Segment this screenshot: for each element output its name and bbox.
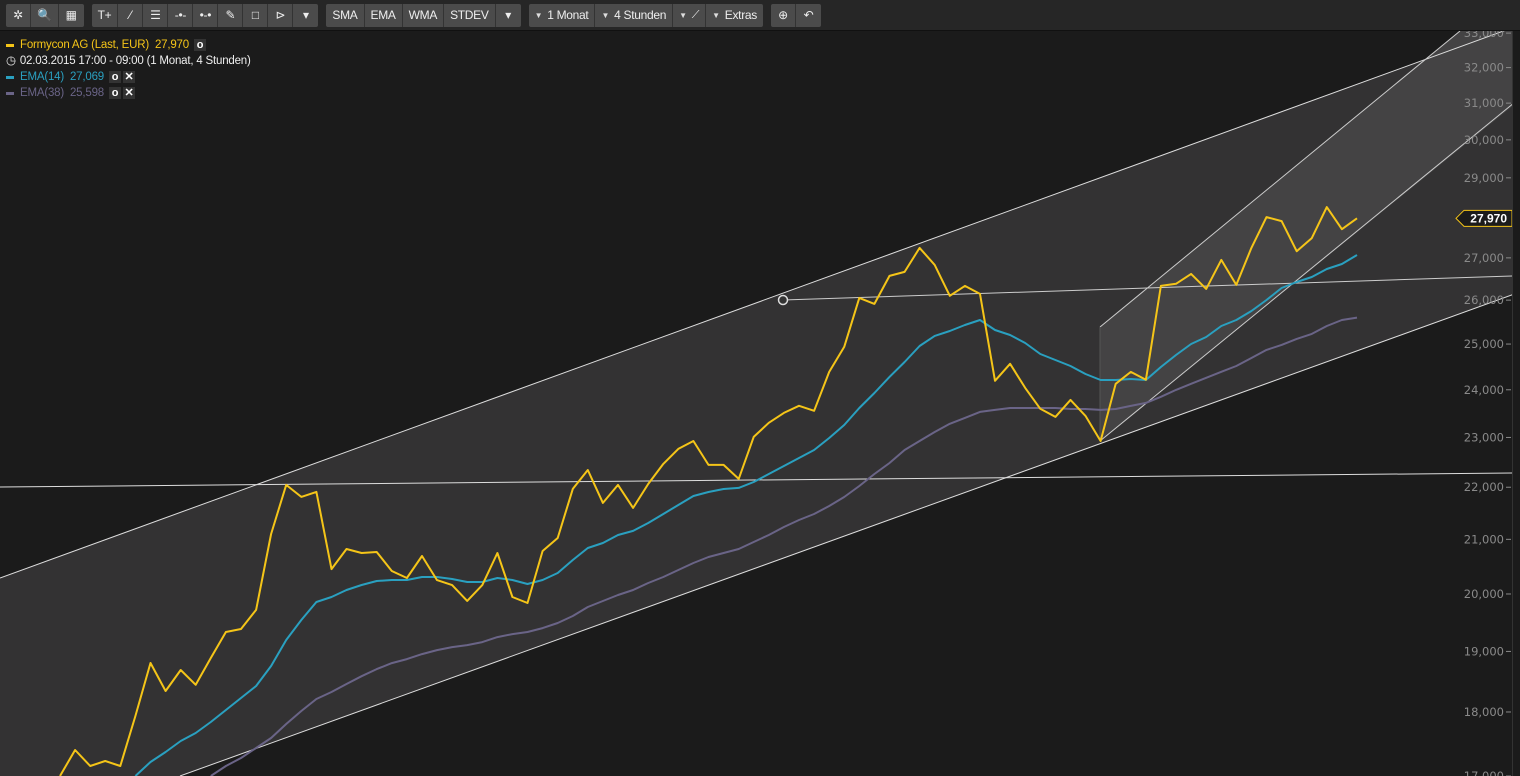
undo-icon: ↶ <box>803 8 814 22</box>
close-icon[interactable]: ✕ <box>122 71 135 83</box>
horizontal-resistance-line[interactable] <box>782 275 1513 301</box>
y-tick-label: 19,000 <box>1464 644 1504 658</box>
ema38-label: EMA(38) <box>20 87 64 99</box>
instrument-value: 27,970 <box>154 39 189 51</box>
legend-instrument: Formycon AG (Last, EUR) 27,970 o <box>6 37 251 53</box>
settings-icon[interactable]: ✲ <box>6 3 31 27</box>
y-tick-label: 32,000 <box>1464 61 1504 75</box>
y-tick-label: 23,000 <box>1464 430 1504 444</box>
chart-series <box>59 206 1358 776</box>
drawing-handle[interactable] <box>777 294 789 306</box>
period-dropdown[interactable]: ▼ 1 Monat <box>529 3 596 27</box>
y-tick-label: 18,000 <box>1464 705 1504 719</box>
line-tool-icon[interactable]: ⁄ <box>118 3 144 27</box>
y-tick-label: 22,000 <box>1464 480 1504 494</box>
ema38-swatch <box>6 91 14 95</box>
zoom-in-button[interactable]: ⊕ <box>771 3 796 27</box>
dropdown-icon[interactable]: ▾ <box>303 8 309 22</box>
zoom-in-icon: ⊕ <box>778 8 788 22</box>
indicator-wma-button[interactable]: WMA <box>403 3 445 27</box>
y-tick-label: 17,000 <box>1464 769 1504 776</box>
chevron-down-icon: ▼ <box>601 10 610 20</box>
instrument-name: Formycon AG (Last, EUR) <box>20 39 149 51</box>
last-price-label: 27,970 <box>1470 211 1507 225</box>
chart-legend: Formycon AG (Last, EUR) 27,970 o ◷ 02.03.… <box>6 37 251 101</box>
series-line-formycon-ag-last-eur- <box>59 206 1358 776</box>
segment-icon[interactable]: •-• <box>193 3 219 27</box>
clock-icon: ◷ <box>6 55 16 67</box>
settings-circle-icon[interactable]: o <box>108 71 121 83</box>
interval-label: 4 Stunden <box>614 8 667 22</box>
y-tick-label: 30,000 <box>1464 133 1504 147</box>
series-line-ema-38- <box>210 316 1358 776</box>
y-tick-label: 20,000 <box>1464 587 1504 601</box>
pencil-icon[interactable]: ✎ <box>218 3 244 27</box>
legend-ema38: EMA(38) 25,598 o ✕ <box>6 85 251 101</box>
indicator-dropdown-button[interactable]: ▾ <box>505 8 511 22</box>
settings-circle-icon[interactable]: o <box>193 39 206 51</box>
short-channel-lower-line[interactable] <box>1099 97 1520 442</box>
y-tick-label: 21,000 <box>1464 532 1504 546</box>
extras-dropdown[interactable]: ▼ Extras <box>706 4 763 27</box>
chevron-down-icon: ▼ <box>679 10 687 20</box>
legend-timerange: ◷ 02.03.2015 17:00 - 09:00 (1 Monat, 4 St… <box>6 53 251 69</box>
interval-dropdown[interactable]: ▼ 4 Stunden <box>595 3 674 27</box>
price-swatch <box>6 43 14 47</box>
grid-icon[interactable]: ▦ <box>65 8 77 22</box>
ema14-swatch <box>6 75 14 79</box>
chevron-down-icon: ▼ <box>534 10 543 20</box>
text-tool-icon[interactable]: T+ <box>92 3 119 27</box>
toolbar: ✲ 🔍 ▦ T+ ⁄ ☰ -•- •-• ✎ □ ⊳ ▾ SMA EMA WMA STDEV ▾ ▼ 1 Mo… <box>0 0 1520 31</box>
y-axis: 17,000 18,000 19,000 20,000 21,000 22,000 23,0… <box>1455 26 1513 776</box>
drawing-tools-group: T+ ⁄ ☰ -•- •-• ✎ □ ⊳ ▾ <box>91 3 319 27</box>
ema38-value: 25,598 <box>69 87 104 99</box>
settings-circle-icon[interactable]: o <box>108 87 121 99</box>
y-tick-label: 27,000 <box>1464 251 1504 265</box>
trend-drawings <box>0 24 1520 776</box>
upper-trend-line[interactable] <box>0 24 1520 579</box>
indicator-stdev-button[interactable]: STDEV <box>444 3 496 27</box>
search-icon[interactable]: 🔍 <box>31 3 59 27</box>
fibonacci-tool-icon[interactable]: ☰ <box>143 3 169 27</box>
trend-channel-fill <box>0 25 1520 776</box>
period-label: 1 Monat <box>547 8 589 22</box>
short-channel-upper-line[interactable] <box>1099 30 1461 328</box>
timeframe-group: ▼ 1 Monat ▼ 4 Stunden ▼ ⟋ ▼ Extras <box>528 3 763 27</box>
tools-group-1: ✲ 🔍 ▦ <box>6 3 84 27</box>
y-tick-label: 24,000 <box>1464 383 1504 397</box>
lower-trend-line[interactable] <box>179 291 1520 776</box>
y-tick-label: 26,000 <box>1464 293 1504 307</box>
chevron-down-icon: ▼ <box>712 10 720 20</box>
indicator-group: SMA EMA WMA STDEV ▾ <box>326 3 521 27</box>
line-chart-icon: ⟋ <box>691 8 700 21</box>
indicator-sma-button[interactable]: SMA <box>326 3 365 27</box>
undo-button[interactable]: ↶ <box>796 4 821 27</box>
arrow-tool-icon[interactable]: ⊳ <box>268 3 294 27</box>
series-line-ema-14- <box>134 254 1358 776</box>
legend-ema14: EMA(14) 27,069 o ✕ <box>6 69 251 85</box>
timerange-text: 02.03.2015 17:00 - 09:00 (1 Monat, 4 Stu… <box>19 55 251 67</box>
axis-scrollbar[interactable] <box>1512 31 1520 776</box>
indicator-ema-button[interactable]: EMA <box>365 3 403 27</box>
ema14-label: EMA(14) <box>20 71 64 83</box>
extras-label: Extras <box>724 8 758 22</box>
ema14-value: 27,069 <box>69 71 104 83</box>
view-group: ⊕ ↶ <box>770 3 821 27</box>
y-tick-label: 29,000 <box>1464 171 1504 185</box>
y-tick-label: 25,000 <box>1464 337 1504 351</box>
chart-type-dropdown[interactable]: ▼ ⟋ <box>673 3 707 27</box>
horizontal-line-icon[interactable]: -•- <box>168 3 194 27</box>
y-tick-label: 31,000 <box>1464 96 1504 110</box>
rectangle-icon[interactable]: □ <box>243 3 269 27</box>
close-icon[interactable]: ✕ <box>122 87 135 99</box>
